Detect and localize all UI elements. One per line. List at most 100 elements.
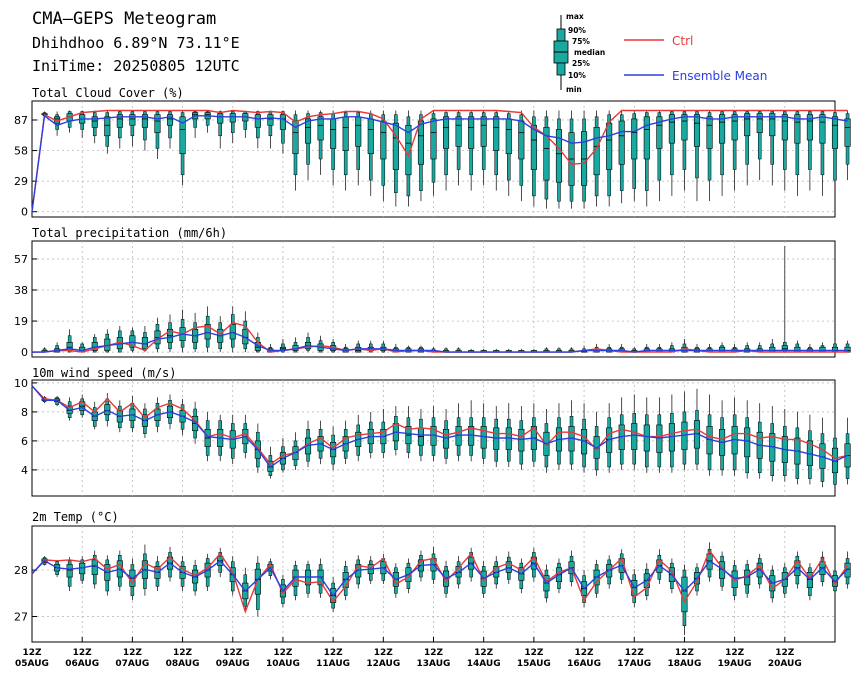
box-plot xyxy=(505,110,512,196)
x-tick-hour: 12Z xyxy=(424,648,444,658)
box-inner xyxy=(380,120,387,160)
x-tick-hour: 12Z xyxy=(273,648,293,658)
box-plot xyxy=(618,110,625,204)
box-inner xyxy=(505,118,512,155)
y-tick-label: 0 xyxy=(21,206,28,219)
box-inner xyxy=(217,113,224,124)
box-plot xyxy=(831,110,839,202)
box-inner xyxy=(530,124,537,170)
box-plot xyxy=(744,400,751,479)
x-tick-date: 07AUG xyxy=(115,659,149,669)
box-inner xyxy=(769,113,776,137)
box-plot xyxy=(593,411,600,476)
box-plot xyxy=(242,110,249,138)
box-plot xyxy=(781,245,788,353)
box-plot xyxy=(342,110,349,191)
temperature-panel: 2m Temp (°C) 27 28 xyxy=(14,510,851,643)
box-plot xyxy=(806,563,813,601)
box-inner xyxy=(91,116,98,128)
box-inner xyxy=(129,335,136,348)
box-legend: max 90% 75% median 25% 10% min xyxy=(553,12,605,94)
box-plot xyxy=(392,110,399,207)
box-plot xyxy=(154,110,161,159)
box-inner xyxy=(831,346,839,353)
box-plot xyxy=(493,406,500,467)
box-plot xyxy=(304,560,312,598)
y-tick-label: 57 xyxy=(14,253,28,266)
box-inner xyxy=(681,576,688,613)
box-plot xyxy=(480,110,487,186)
x-tick-date: 20AUG xyxy=(768,659,802,669)
x-tick-date: 13AUG xyxy=(417,659,451,669)
box-plot xyxy=(405,406,412,459)
box-plot xyxy=(292,337,299,353)
box-plot xyxy=(781,409,788,482)
box-inner xyxy=(417,120,425,165)
box-plot xyxy=(731,397,738,476)
box-plot xyxy=(606,403,613,473)
box-inner xyxy=(643,424,650,452)
box-inner xyxy=(129,114,136,126)
box-plot xyxy=(204,553,211,591)
box-inner xyxy=(166,114,174,126)
box-inner xyxy=(493,427,500,450)
box-inner xyxy=(442,428,450,449)
box-inner xyxy=(493,116,500,151)
box-inner xyxy=(706,116,713,149)
box-inner xyxy=(518,120,525,160)
box-plot xyxy=(581,110,588,209)
x-tick-date: 17AUG xyxy=(617,659,651,669)
box-plot xyxy=(292,110,299,191)
box-inner xyxy=(204,324,211,340)
box-plot xyxy=(593,110,600,207)
y-tick-label: 10 xyxy=(14,377,28,390)
box-inner xyxy=(91,559,98,576)
box-inner xyxy=(292,120,299,155)
box-plot xyxy=(518,406,525,470)
x-tick-hour: 12Z xyxy=(123,648,143,658)
wind-speed-mean-line xyxy=(31,385,848,468)
box-inner xyxy=(179,116,186,155)
box-plot xyxy=(794,110,801,196)
box-plot xyxy=(116,325,123,353)
x-tick-hour: 12Z xyxy=(775,648,795,658)
box-plot xyxy=(656,110,663,202)
box-plot xyxy=(706,394,713,476)
cloud-cover-title: Total Cloud Cover (%) xyxy=(32,86,184,100)
y-tick-label: 27 xyxy=(14,610,28,623)
chart-title: CMA–GEPS Meteogram xyxy=(32,9,216,29)
x-tick-hour: 12Z xyxy=(725,648,745,658)
box-plot xyxy=(744,110,751,186)
box-plot xyxy=(844,417,851,485)
y-tick-label: 38 xyxy=(14,284,28,297)
box-plot xyxy=(79,394,86,418)
box-plot xyxy=(442,110,450,191)
box-inner xyxy=(731,114,738,141)
box-inner xyxy=(430,118,437,160)
box-plot xyxy=(79,556,86,584)
box-plot xyxy=(355,340,362,353)
x-tick-date: 19AUG xyxy=(718,659,752,669)
box-plot xyxy=(304,332,312,353)
box-inner xyxy=(781,345,788,351)
box-inner xyxy=(355,116,362,147)
box-plot xyxy=(468,110,475,191)
box-plot xyxy=(744,559,751,598)
y-tick-label: 8 xyxy=(21,406,28,419)
box-plot xyxy=(367,110,374,196)
box-plot xyxy=(342,420,349,465)
x-tick-hour: 12Z xyxy=(474,648,494,658)
y-tick-label: 58 xyxy=(14,145,28,158)
box-inner xyxy=(555,129,563,183)
x-tick-hour: 12Z xyxy=(22,648,42,658)
box-inner xyxy=(66,564,73,578)
x-tick-date: 09AUG xyxy=(216,659,250,669)
box-plot xyxy=(518,110,525,202)
box-plot xyxy=(555,110,563,209)
box-plot xyxy=(104,555,111,596)
box-plot xyxy=(430,406,437,462)
y-tick-label: 0 xyxy=(21,346,28,359)
box-plot xyxy=(129,327,136,353)
box-inner xyxy=(806,114,813,141)
box-plot xyxy=(204,110,211,133)
